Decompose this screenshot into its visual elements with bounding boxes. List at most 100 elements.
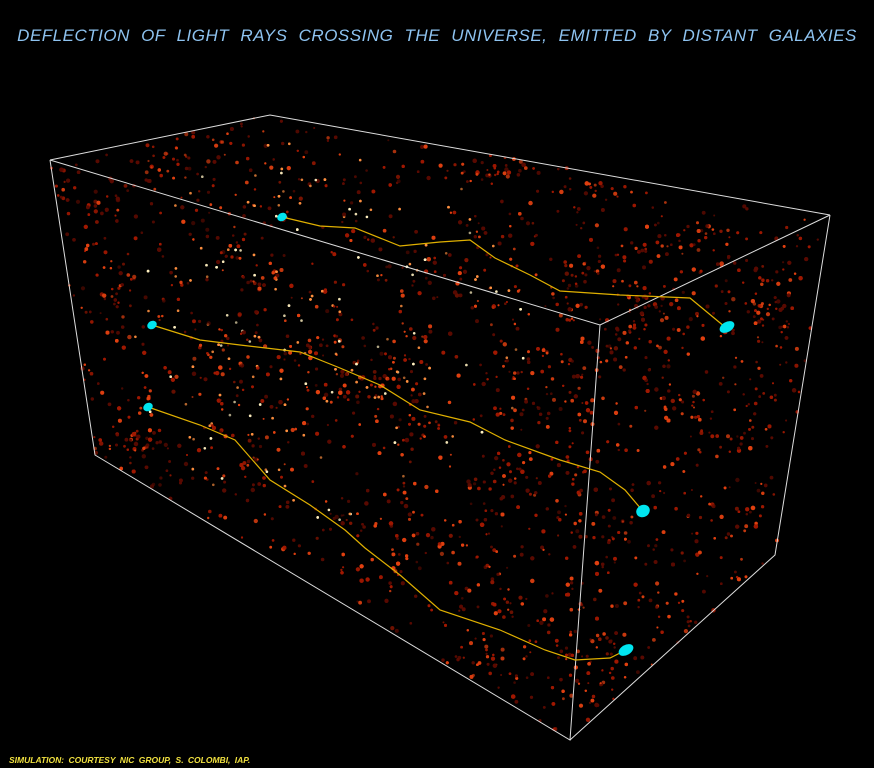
matter-point — [617, 448, 620, 452]
matter-point — [222, 488, 227, 493]
matter-point — [269, 165, 274, 170]
matter-point — [623, 185, 627, 189]
matter-point — [624, 537, 627, 541]
matter-point — [654, 387, 659, 392]
matter-point — [585, 717, 591, 722]
matter-point — [117, 406, 122, 411]
matter-point — [415, 560, 419, 564]
matter-point — [582, 221, 586, 225]
matter-point — [478, 235, 481, 239]
matter-point — [280, 167, 284, 171]
matter-point — [92, 242, 95, 246]
matter-distribution — [50, 117, 819, 731]
matter-point — [378, 376, 382, 381]
matter-point — [507, 588, 510, 591]
matter-point — [398, 553, 401, 556]
matter-point — [696, 415, 701, 419]
matter-point — [742, 281, 745, 284]
matter-point — [496, 172, 499, 176]
matter-point — [646, 480, 651, 486]
matter-point — [681, 609, 685, 613]
matter-point — [426, 257, 431, 262]
matter-point — [109, 267, 113, 270]
matter-point — [386, 499, 391, 504]
matter-point — [718, 382, 723, 386]
matter-point — [695, 391, 701, 396]
matter-point — [506, 170, 512, 175]
matter-point — [356, 534, 360, 538]
matter-point — [790, 306, 794, 311]
matter-point — [488, 173, 491, 176]
matter-point — [573, 206, 576, 209]
matter-point — [639, 311, 645, 316]
matter-point — [779, 346, 783, 349]
matter-point — [444, 252, 448, 255]
matter-point — [292, 538, 296, 542]
matter-point — [604, 327, 607, 331]
matter-point — [414, 594, 418, 598]
matter-point — [634, 280, 638, 285]
matter-point — [663, 491, 666, 495]
matter-point — [579, 302, 583, 307]
matter-point — [688, 317, 693, 322]
matter-point — [613, 642, 616, 645]
matter-point — [361, 336, 365, 340]
matter-point — [519, 308, 522, 311]
matter-point — [113, 302, 116, 306]
matter-point — [451, 435, 455, 438]
matter-point — [288, 142, 291, 146]
matter-point — [661, 530, 666, 534]
matter-point — [621, 279, 624, 283]
matter-point — [627, 539, 631, 544]
matter-point — [366, 488, 370, 493]
matter-point — [591, 522, 596, 526]
matter-point — [456, 373, 461, 378]
matter-point — [305, 130, 308, 134]
matter-point — [569, 633, 573, 637]
matter-point — [775, 344, 778, 348]
matter-point — [700, 336, 705, 341]
matter-point — [253, 273, 256, 277]
matter-point — [342, 283, 346, 287]
matter-point — [364, 501, 369, 506]
matter-point — [490, 545, 493, 549]
matter-point — [290, 467, 294, 472]
matter-point — [646, 382, 649, 386]
matter-point — [608, 671, 612, 675]
matter-point — [484, 509, 488, 512]
matter-point — [739, 436, 744, 440]
matter-point — [247, 433, 250, 436]
matter-point — [511, 615, 514, 618]
matter-point — [683, 559, 686, 563]
matter-point — [475, 230, 478, 233]
matter-point — [367, 599, 371, 604]
matter-point — [405, 380, 409, 383]
matter-point — [596, 448, 601, 453]
matter-point — [571, 442, 574, 445]
matter-point — [674, 506, 678, 511]
matter-point — [545, 425, 550, 429]
matter-point — [624, 356, 628, 359]
source-galaxy-2 — [147, 320, 157, 330]
observed-galaxy-1 — [719, 321, 735, 333]
matter-point — [644, 562, 648, 566]
matter-point — [642, 375, 647, 381]
matter-point — [782, 245, 786, 248]
matter-point — [751, 437, 754, 441]
matter-point — [622, 368, 626, 372]
matter-point — [365, 577, 370, 582]
matter-point — [218, 365, 223, 370]
matter-point — [502, 459, 505, 462]
matter-point — [225, 314, 229, 317]
matter-point — [474, 304, 477, 308]
matter-point — [564, 504, 567, 508]
matter-point — [662, 312, 665, 315]
matter-point — [672, 406, 677, 411]
matter-point — [727, 290, 731, 294]
matter-point — [671, 562, 675, 567]
matter-point — [682, 332, 685, 336]
matter-point — [609, 652, 613, 656]
matter-point — [103, 236, 107, 240]
matter-point — [528, 457, 533, 461]
